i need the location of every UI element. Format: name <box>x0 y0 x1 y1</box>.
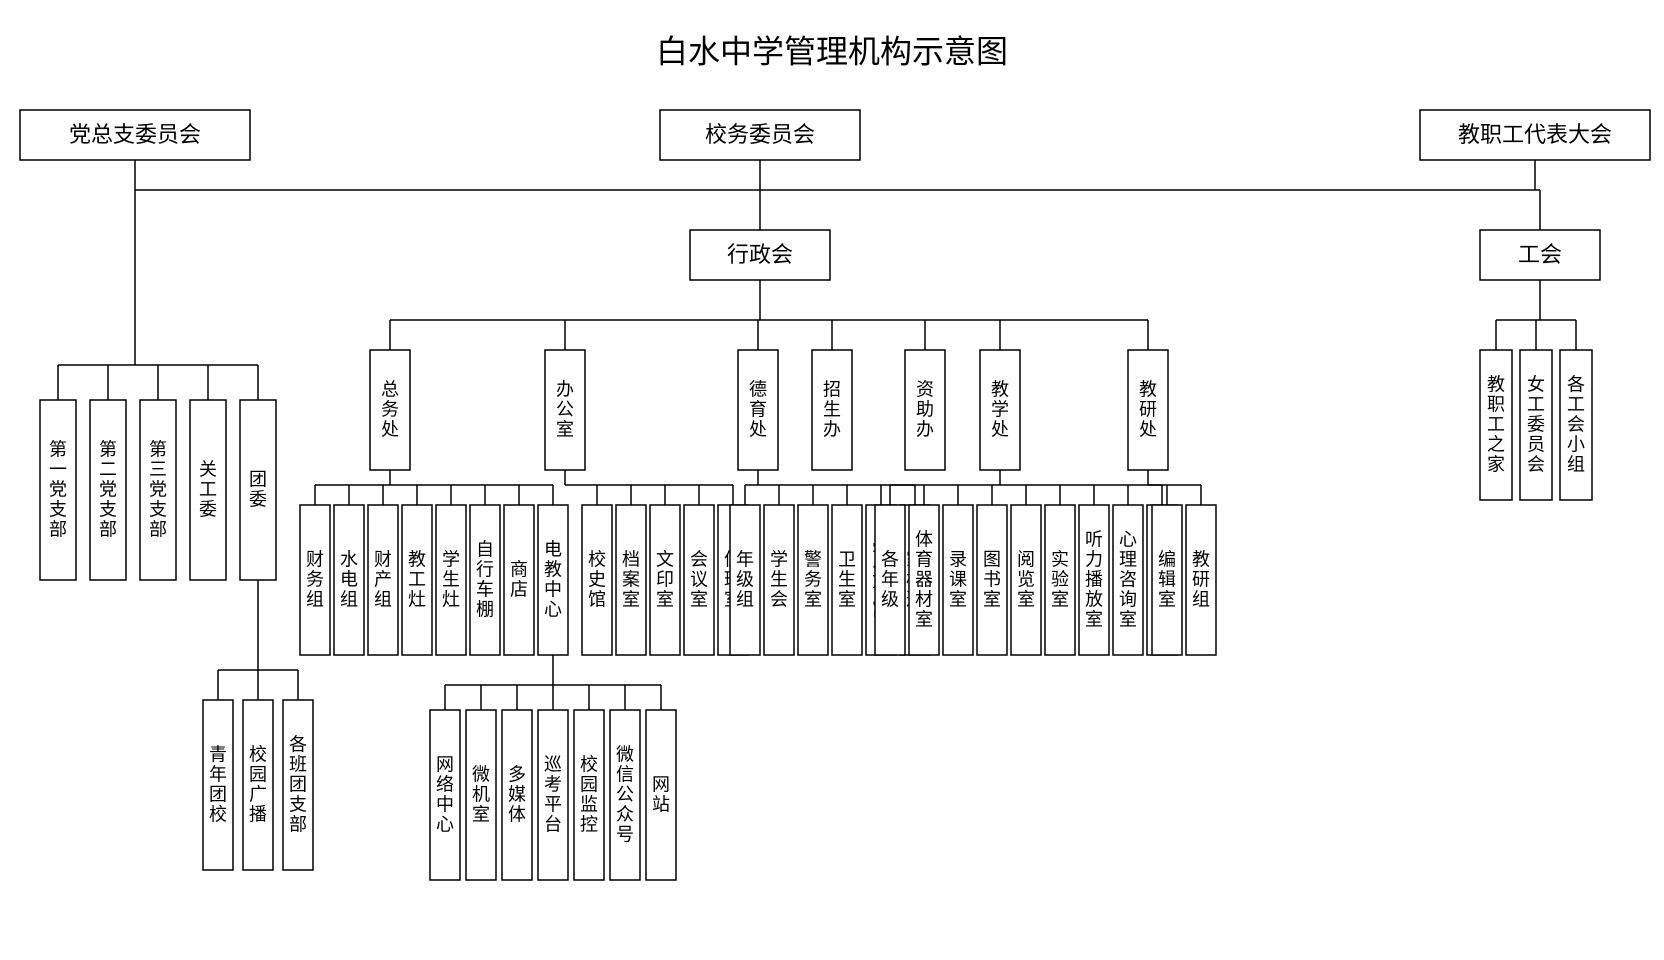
label: 各工会小组 <box>1567 374 1585 474</box>
label: 听力播放室 <box>1085 529 1103 629</box>
label: 卫生室 <box>838 549 856 609</box>
label: 团委 <box>249 469 267 509</box>
label: 校史馆 <box>588 549 606 609</box>
label: 党总支委员会 <box>69 122 201 147</box>
label: 年级组 <box>736 549 754 609</box>
label: 白水中学管理机构示意图 <box>656 33 1008 69</box>
label: 教学处 <box>991 379 1009 439</box>
label: 网络中心 <box>436 754 454 834</box>
label: 财务组 <box>306 549 324 609</box>
label: 教职工之家 <box>1487 374 1505 474</box>
label: 巡考平台 <box>544 754 562 834</box>
label: 青年团校 <box>209 744 227 824</box>
label: 资助办 <box>916 379 934 439</box>
label: 各班团支部 <box>289 734 307 834</box>
label: 实验室 <box>1051 549 1069 609</box>
label: 行政会 <box>727 242 793 267</box>
label: 校园监控 <box>580 754 598 834</box>
label: 学生会 <box>770 549 788 609</box>
label: 学生灶 <box>442 549 460 609</box>
label: 总务处 <box>381 379 399 439</box>
label: 多媒体 <box>508 764 526 824</box>
label: 微信公众号 <box>616 744 634 844</box>
label: 图书室 <box>983 549 1001 609</box>
label: 教工灶 <box>408 549 426 609</box>
label: 第一党支部 <box>49 439 67 539</box>
label: 校务委员会 <box>705 122 815 147</box>
label: 商店 <box>510 559 528 599</box>
label: 教研组 <box>1192 549 1210 609</box>
label: 各年级 <box>881 549 899 609</box>
label: 自行车棚 <box>476 539 494 619</box>
label: 财产组 <box>374 549 392 609</box>
label: 档案室 <box>622 549 640 609</box>
label: 第二党支部 <box>99 439 117 539</box>
label: 招生办 <box>823 379 841 439</box>
label: 关工委 <box>199 459 217 519</box>
label: 电教中心 <box>544 539 562 619</box>
label: 阅览室 <box>1017 549 1035 609</box>
label: 德育处 <box>749 379 767 439</box>
label: 水电组 <box>340 549 358 609</box>
label: 教研处 <box>1139 379 1157 439</box>
label: 体育器材室 <box>915 529 933 629</box>
label: 微机室 <box>472 764 490 824</box>
label: 工会 <box>1518 242 1562 267</box>
label: 校园广播 <box>249 744 267 824</box>
label: 录课室 <box>949 549 967 609</box>
label: 网站 <box>652 774 670 814</box>
label: 会议室 <box>690 549 708 609</box>
label: 第三党支部 <box>149 439 167 539</box>
label: 文印室 <box>656 549 674 609</box>
org-chart: 白水中学管理机构示意图党总支委员会 校务委员会 教职工代表大会行政会 工会第一党支部 第… <box>0 0 1664 960</box>
label: 办公室 <box>556 379 574 439</box>
label: 警务室 <box>804 549 822 609</box>
label: 编辑室 <box>1158 549 1176 609</box>
label: 心理咨询室 <box>1119 529 1137 629</box>
label: 女工委员会 <box>1527 374 1545 474</box>
label: 教职工代表大会 <box>1458 122 1612 147</box>
